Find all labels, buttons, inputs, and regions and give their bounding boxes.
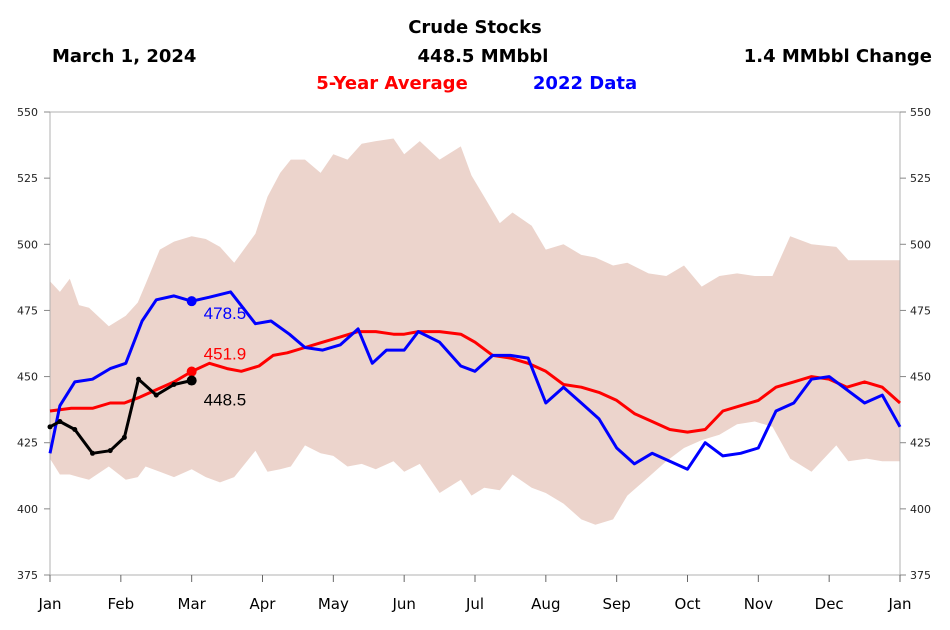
y-tick-label-right: 475 <box>910 304 931 317</box>
current-level: 448.5 MMbbl <box>418 46 549 67</box>
y-axis-left: 375 400 425 450 475 500 525 550 <box>17 106 50 582</box>
y-tick-label-right: 550 <box>910 106 931 119</box>
current-point <box>171 382 177 388</box>
x-tick-label: Apr <box>250 595 277 613</box>
y-axis-right: 375 400 425 450 475 500 525 550 <box>900 106 931 582</box>
end-label-5yr-average: 451.9 <box>204 345 247 364</box>
y-tick-label-right: 500 <box>910 238 931 251</box>
series-current-line <box>49 377 193 455</box>
current-point <box>90 450 95 456</box>
current-point <box>121 434 127 440</box>
chart-title: Crude Stocks <box>408 17 542 38</box>
x-tick-label: Jun <box>391 595 415 613</box>
y-tick-label-left: 400 <box>17 503 38 516</box>
weekly-change: 1.4 MMbbl Change <box>744 46 932 67</box>
x-tick-label: Mar <box>178 595 207 613</box>
x-tick-label: Jan <box>37 595 61 613</box>
y-tick-label-left: 500 <box>17 238 38 251</box>
x-tick-label: Sep <box>603 595 631 613</box>
current-point <box>72 426 78 432</box>
x-tick-label: Feb <box>108 595 135 613</box>
current-point <box>153 392 159 398</box>
x-tick-label: Dec <box>815 595 844 613</box>
report-date: March 1, 2024 <box>52 46 196 67</box>
end-point-5yr-average <box>186 366 197 377</box>
x-tick-label: Oct <box>675 595 701 613</box>
y-tick-label-right: 450 <box>910 371 931 384</box>
x-axis: Jan Feb Mar Apr May Jun Jul Aug Sep Oct Nov Dec Jan <box>37 575 912 613</box>
x-tick-label: May <box>318 595 349 613</box>
y-tick-label-left: 425 <box>17 437 38 450</box>
current-point <box>57 419 63 425</box>
x-tick-label: Aug <box>531 595 560 613</box>
legend-2022-data: 2022 Data <box>533 73 637 94</box>
y-tick-label-right: 525 <box>910 172 931 185</box>
y-tick-label-right: 375 <box>910 569 931 582</box>
x-tick-label: Jul <box>465 595 484 613</box>
end-label-2022: 478.5 <box>204 304 247 323</box>
five-year-range-band <box>50 138 900 525</box>
y-tick-label-left: 475 <box>17 304 38 317</box>
y-tick-label-left: 450 <box>17 371 38 384</box>
current-point <box>47 424 53 430</box>
y-tick-label-right: 425 <box>910 437 931 450</box>
x-tick-label: Jan <box>887 595 911 613</box>
y-tick-label-right: 400 <box>910 503 931 516</box>
end-point-2022 <box>186 296 197 307</box>
current-point <box>136 376 142 382</box>
x-tick-label: Nov <box>744 595 773 613</box>
end-point-current <box>186 375 197 386</box>
y-tick-label-left: 375 <box>17 569 38 582</box>
end-label-current: 448.5 <box>204 391 247 410</box>
current-point <box>107 448 113 454</box>
legend-5yr-average: 5-Year Average <box>316 73 468 94</box>
y-tick-label-left: 525 <box>17 172 38 185</box>
current-points <box>47 376 177 456</box>
series-2022-line <box>48 290 902 471</box>
y-tick-label-left: 550 <box>17 106 38 119</box>
